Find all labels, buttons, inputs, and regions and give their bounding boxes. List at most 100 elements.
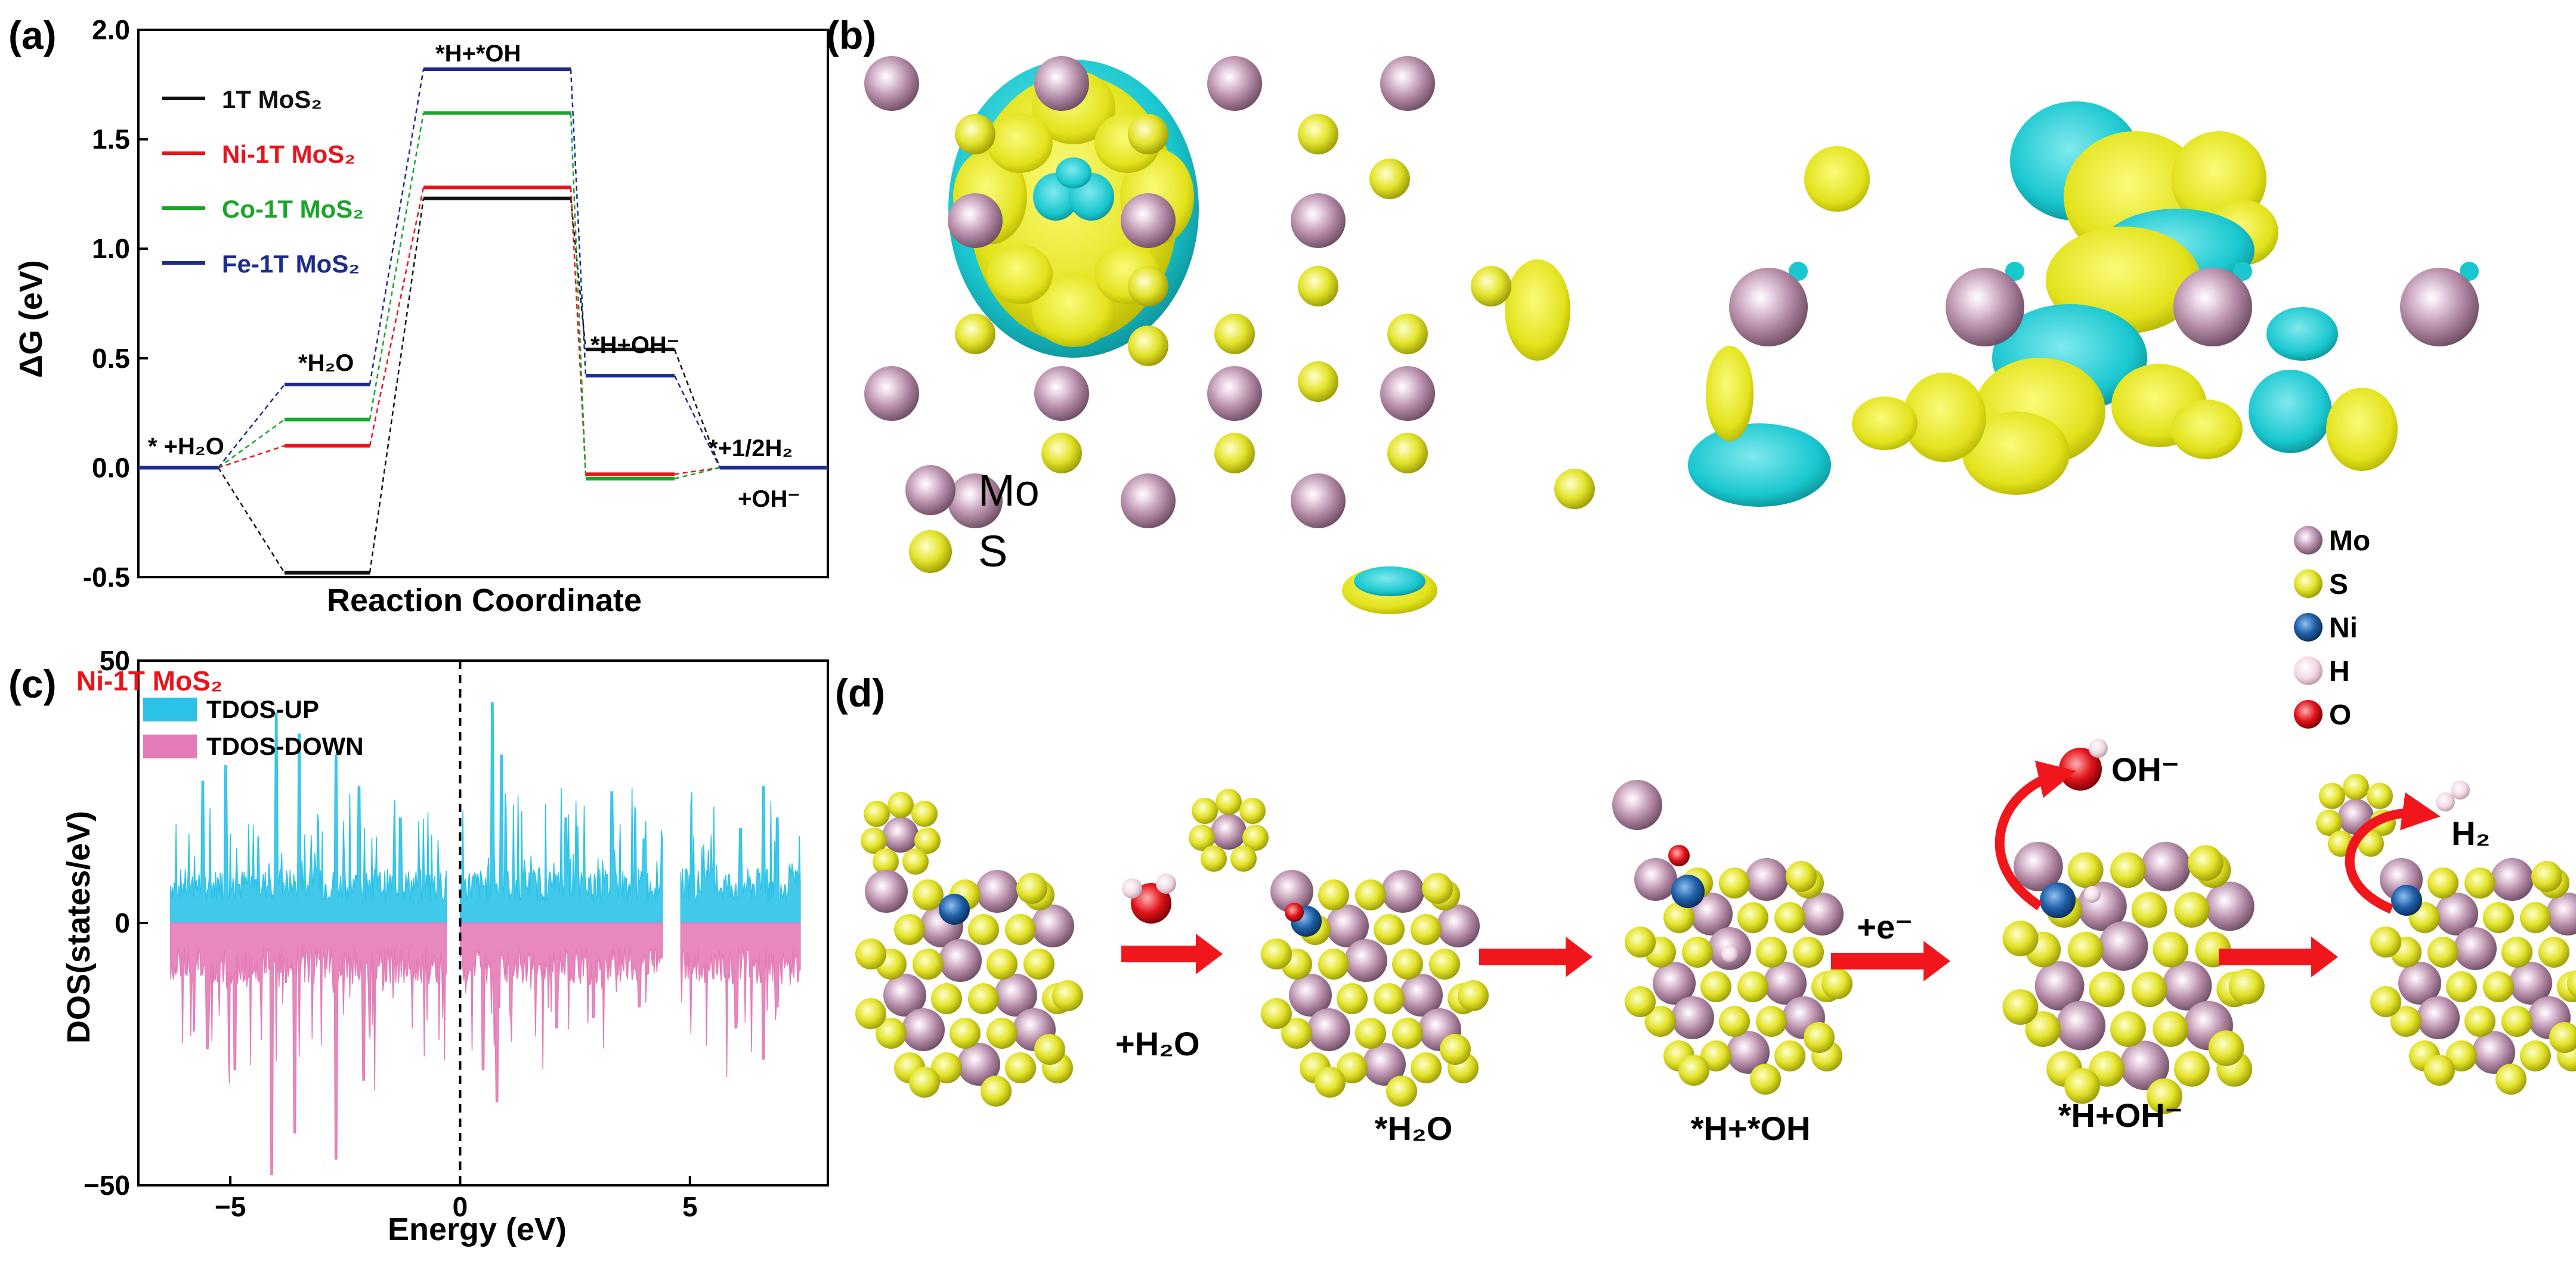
s-atom [1355, 1018, 1386, 1049]
s-atom [1645, 1006, 1676, 1037]
o-atom [1668, 845, 1690, 866]
s-atom [1458, 980, 1489, 1011]
panel-a-y-tick-label: 0.5 [92, 343, 130, 374]
reaction-arrow [1831, 953, 1926, 969]
panel-c-label: (c) [8, 662, 57, 706]
s-atom [1392, 949, 1423, 980]
s-atom [950, 1018, 981, 1049]
energy-diagram: -0.5 0.0 0.5 1.0 1.5 2.0 1T MoS₂ Ni-1T MoS₂ Co-1… [83, 14, 829, 593]
mo-atom [1034, 366, 1089, 421]
s-atom [2464, 1006, 2495, 1037]
s-atom [1230, 845, 1257, 872]
charge-lobe [1852, 396, 1918, 450]
mo-atom [1326, 904, 1369, 947]
mo-atom [948, 473, 1003, 528]
mechanism-panel [855, 526, 2576, 1114]
s-atom [1625, 986, 1656, 1017]
mo-atom [1946, 268, 2024, 346]
s-atom [1387, 433, 1428, 473]
charge-lobe [1804, 146, 1870, 212]
s-atom [1298, 266, 1338, 306]
panel-a-y-tick-label: 1.0 [92, 233, 130, 264]
panel-c-y-tick-label: −50 [84, 1170, 130, 1201]
s-atom [2370, 986, 2401, 1017]
s-atom [1128, 326, 1168, 366]
h-atom [2084, 886, 2101, 903]
mo-atom [1363, 1043, 1406, 1086]
s-atom [931, 1052, 962, 1083]
s-atom [1774, 902, 1805, 933]
s-atom [1737, 902, 1768, 933]
panel-d-legend-h-label: H [2329, 656, 2350, 687]
legend-atom [2294, 700, 2323, 729]
panel-c-y-tick-label: 0 [115, 907, 130, 938]
s-atom [2446, 1040, 2477, 1071]
mo-atom [2120, 1040, 2170, 1091]
mo-atom [2141, 841, 2191, 891]
mo-atom [2014, 841, 2063, 891]
s-atom [2067, 931, 2104, 968]
s-atom [1392, 1018, 1423, 1049]
s-atom [1355, 879, 1386, 910]
charge-lobe [1789, 262, 1808, 281]
legend-atom [2294, 569, 2323, 598]
mo-atom [1344, 939, 1387, 982]
s-atom [1052, 980, 1083, 1011]
s-atom [894, 914, 925, 945]
dos-area-tdos-up [170, 713, 447, 924]
mo-atom [1634, 858, 1677, 901]
s-atom [1554, 469, 1595, 509]
mo-atom [1291, 193, 1346, 248]
state-label: +OH⁻ [738, 486, 800, 512]
s-atom [909, 1067, 940, 1098]
panel-c-x-tick-label: −5 [215, 1191, 246, 1222]
ni-atom [1671, 875, 1705, 908]
s-atom [2424, 1055, 2455, 1086]
mo-atom [2034, 961, 2085, 1011]
s-atom [2391, 1006, 2422, 1037]
s-atom [2188, 845, 2224, 881]
s-atom [1239, 798, 1266, 824]
energy-connector-co-1t-mos- [674, 467, 720, 479]
energy-connector-co-1t-mos- [570, 113, 587, 479]
s-atom [1678, 1055, 1709, 1086]
dos-legend-swatch [143, 735, 197, 758]
s-atom [1786, 861, 1817, 892]
energy-connector-co-1t-mos- [218, 419, 285, 469]
charge-lobe [2171, 399, 2243, 459]
legend-label: Co-1T MoS₂ [222, 195, 364, 223]
s-atom [1005, 1052, 1036, 1083]
dos-legend-label: TDOS-DOWN [206, 732, 364, 760]
s-atom [1242, 825, 1269, 851]
panel-b-label: (b) [826, 13, 876, 57]
mo-atom [1121, 193, 1176, 248]
s-atom [1298, 114, 1338, 154]
s-atom [1005, 914, 1036, 945]
s-atom [1128, 266, 1168, 306]
panel-c-y-axis-label: DOS(states/eV) [61, 811, 97, 1043]
s-atom [855, 938, 886, 969]
s-atom [1756, 937, 1787, 968]
reaction-arrow-head [2311, 937, 2338, 977]
s-atom [2025, 1011, 2061, 1047]
s-atom [1793, 937, 1824, 968]
state-label: *H₂O [298, 350, 354, 376]
dos-area-tdos-up [680, 786, 801, 924]
s-atom [968, 914, 999, 945]
panel-a-y-tick-label: 0.0 [92, 452, 130, 483]
charge-lobe [1962, 411, 2070, 495]
ni-atom [2040, 882, 2076, 918]
mo-atom [2509, 962, 2552, 1005]
mo-atom [939, 939, 982, 982]
mo-atom [1801, 893, 1844, 935]
s-atom [2110, 1011, 2146, 1047]
panel-c-chart-title: Ni-1T MoS₂ [76, 665, 222, 696]
charge-lobe [2233, 262, 2252, 281]
s-atom [955, 114, 995, 154]
charge-lobe [1056, 157, 1091, 188]
panel-a-y-tick-label: 1.5 [92, 124, 130, 155]
state-label: * +H₂O [148, 433, 224, 460]
charge-lobe [2326, 388, 2398, 471]
mo-atom [1289, 974, 1332, 1017]
